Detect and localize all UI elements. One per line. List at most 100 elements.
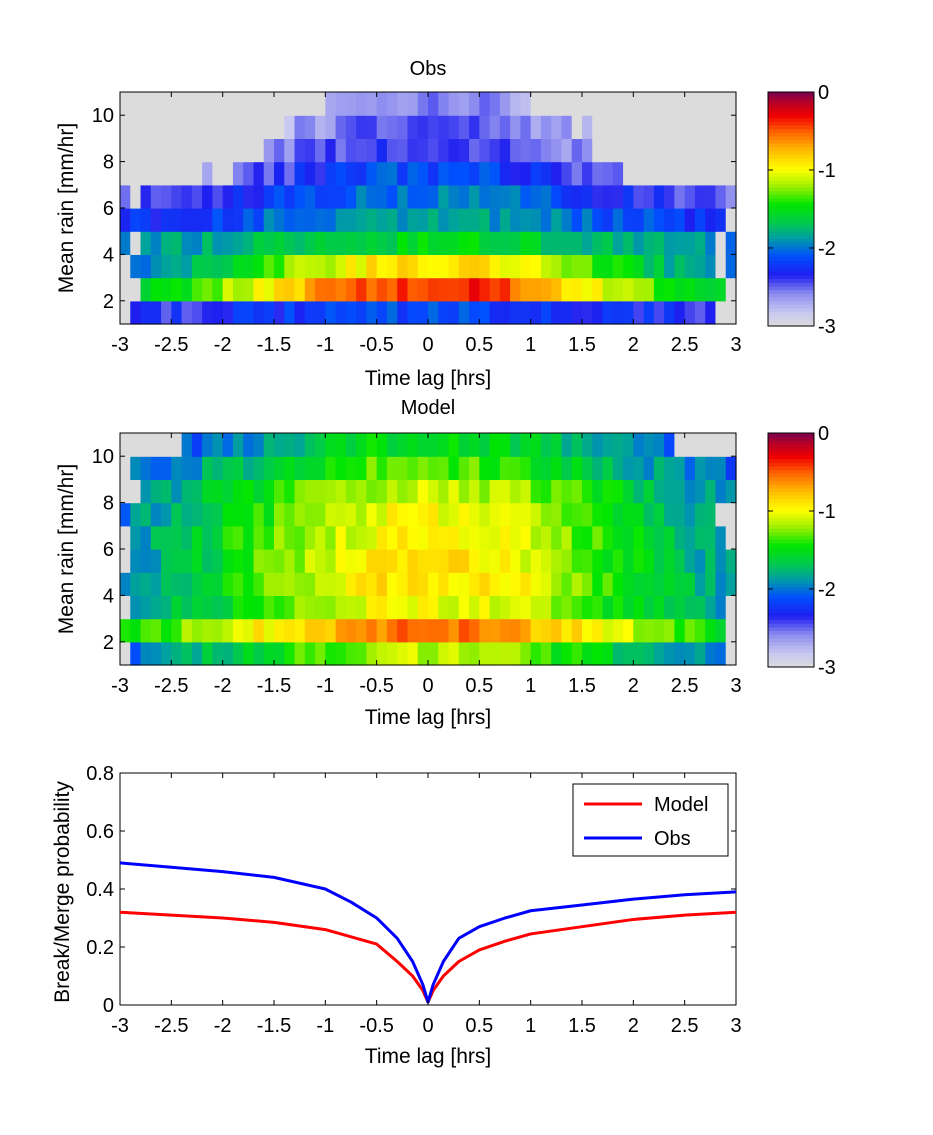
heatmap-cell [120,277,131,302]
heatmap-cell [715,525,727,550]
heatmap-cell [725,502,737,527]
heatmap-cell [694,433,706,457]
heatmap-cell [345,138,357,163]
heatmap-cell [335,161,347,186]
heatmap-cell [274,502,285,527]
heatmap-cell [171,300,183,325]
heatmap-cell [386,208,398,232]
heatmap-cell [243,208,255,232]
heatmap-cell [274,456,285,480]
heatmap-cell [694,231,706,255]
heatmap-cell [582,184,593,209]
heatmap-cell [448,641,460,666]
y-tick-label: 2 [103,291,114,313]
heatmap-cell [664,433,675,457]
colorbar-band [768,586,814,591]
heatmap-cell [602,231,614,255]
heatmap-cell [592,525,604,550]
heatmap-cell [489,456,501,480]
colorbar-band [768,487,814,493]
heatmap-cell [161,479,172,504]
heatmap-cell [376,277,388,302]
heatmap-cell [140,456,152,480]
colorbar-band [768,652,814,657]
colorbar-band [768,608,814,613]
heatmap-cell [571,115,583,139]
x-tick-label: 1.5 [568,675,596,697]
heatmap-cell [530,231,542,255]
heatmap-cell [479,502,491,527]
heatmap-cell [161,433,172,457]
heatmap-cell [664,277,675,302]
heatmap-cell [612,115,624,139]
heatmap-cell [633,231,645,255]
colorbar-band [768,663,814,668]
heatmap-cell [417,618,429,643]
heatmap-cell [664,254,675,279]
colorbar-band [768,553,814,558]
heatmap-cell [561,502,573,527]
heatmap-cell [263,138,275,163]
heatmap-cell [448,433,460,457]
heatmap-cell [417,456,429,480]
colorbar-band [768,509,814,515]
heatmap-cell [551,595,563,620]
model-colorbar-frame [767,432,815,668]
heatmap-cell [551,138,563,163]
heatmap-cell [284,595,296,620]
heatmap-cell [232,595,244,620]
heatmap-cell [540,572,552,596]
heatmap-cell [540,208,552,232]
heatmap-cell [664,525,675,550]
heatmap-cell [243,433,255,457]
heatmap-cell [643,618,655,643]
colorbar-band [768,216,814,221]
heatmap-cell [284,456,296,480]
heatmap-cell [438,502,450,527]
heatmap-cell [130,595,142,620]
heatmap-cell [623,115,634,139]
heatmap-cell [274,595,285,620]
heatmap-cell [222,161,234,186]
heatmap-cell [571,92,583,116]
heatmap-cell [366,641,378,666]
heatmap-cell [602,572,614,596]
heatmap-cell [212,184,224,209]
heatmap-cell [612,433,624,457]
heatmap-cell [130,115,142,139]
heatmap-cell [582,92,593,116]
heatmap-cell [428,595,439,620]
heatmap-cell [345,231,357,255]
heatmap-cell [530,161,542,186]
heatmap-cell [602,161,614,186]
heatmap-cell [161,502,172,527]
heatmap-cell [407,433,419,457]
heatmap-cell [232,433,244,457]
heatmap-cell [315,525,326,550]
heatmap-cell [664,572,675,596]
heatmap-cell [274,433,285,457]
heatmap-cell [469,433,480,457]
heatmap-cell [386,618,398,643]
heatmap-cell [417,300,429,325]
heatmap-cell [674,161,686,186]
heatmap-cell [715,138,727,163]
heatmap-cell [171,572,183,596]
colorbar-band [768,183,814,188]
heatmap-cell [592,479,604,504]
heatmap-cell [171,479,183,504]
heatmap-cell [715,433,727,457]
heatmap-cell [653,300,665,325]
colorbar-band [768,454,814,460]
heatmap-cell [397,184,409,209]
heatmap-cell [530,595,542,620]
heatmap-cell [653,595,665,620]
heatmap-cell [592,208,604,232]
heatmap-cell [407,525,419,550]
heatmap-cell [407,641,419,666]
heatmap-cell [540,595,552,620]
heatmap-cell [725,525,737,550]
heatmap-cell [253,549,265,573]
heatmap-cell [274,549,285,573]
